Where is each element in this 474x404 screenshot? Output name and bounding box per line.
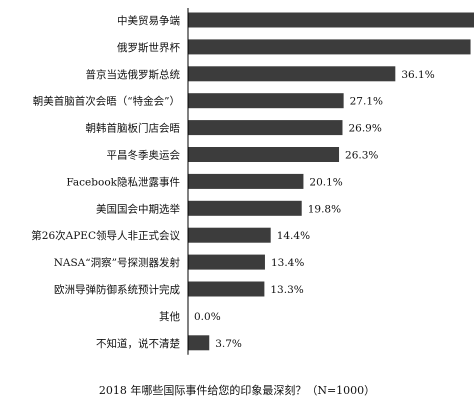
- category-label: 其他: [159, 310, 180, 323]
- chart-caption: 2018 年哪些国际事件给您的印象最深刻？（N=1000）: [99, 383, 375, 397]
- category-label: 中美贸易争端: [117, 14, 180, 27]
- category-label: 朝韩首脑板门店会晤: [86, 122, 181, 135]
- value-label: 3.7%: [215, 338, 242, 350]
- value-label: 27.1%: [350, 96, 383, 108]
- category-label: 平昌冬季奥运会: [107, 149, 181, 162]
- category-label: 美国国会中期选举: [96, 202, 180, 215]
- bar: [188, 173, 304, 189]
- value-label: 0.0%: [194, 311, 221, 323]
- category-label: 俄罗斯世界杯: [117, 41, 180, 54]
- category-label: 朝美首脑首次会晤（“特金会”）: [33, 95, 180, 108]
- category-label: NASA“洞察”号探测器发射: [54, 256, 181, 269]
- category-label: 第26次APEC领导人非正式会议: [31, 229, 180, 242]
- value-label: 13.3%: [270, 284, 303, 296]
- bars-layer: [188, 12, 474, 351]
- bar: [188, 66, 396, 82]
- category-label: 欧洲导弹防御系统预计完成: [54, 283, 180, 296]
- bar: [188, 39, 471, 55]
- bar: [188, 120, 343, 136]
- bar: [188, 93, 344, 109]
- value-label: 19.8%: [308, 203, 341, 215]
- category-label: 普京当选俄罗斯总统: [86, 68, 181, 81]
- bar: [188, 12, 474, 28]
- category-label: Facebook隐私泄露事件: [66, 175, 180, 188]
- bar: [188, 254, 265, 270]
- bar: [188, 200, 302, 216]
- bar: [188, 335, 210, 351]
- category-label: 不知道，说不清楚: [96, 337, 180, 350]
- bar: [188, 281, 265, 297]
- value-label: 36.1%: [401, 69, 434, 81]
- bar: [188, 147, 340, 162]
- value-label: 13.4%: [271, 257, 304, 269]
- value-label: 26.3%: [345, 150, 378, 162]
- value-label: 20.1%: [309, 176, 342, 188]
- value-label: 26.9%: [348, 123, 381, 135]
- bar: [188, 227, 271, 243]
- value-label: 14.4%: [277, 230, 310, 242]
- labels-layer: 中美贸易争端58.7%俄罗斯世界杯49.2%普京当选俄罗斯总统36.1%朝美首脑…: [31, 14, 434, 350]
